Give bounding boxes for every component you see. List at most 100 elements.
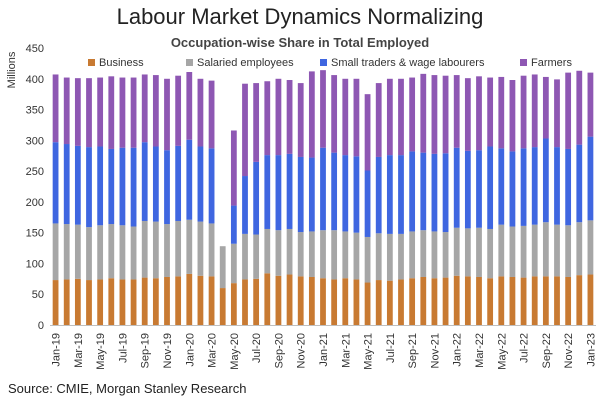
bar-traders [264,155,271,229]
bar-salaried [141,220,148,278]
bar-traders [353,156,360,233]
bar-business [108,278,115,325]
x-tick-label: Jan-21 [318,333,330,367]
bar-traders [464,150,471,229]
bar-salaried [175,220,182,277]
bar-business [208,276,215,325]
bar-farmers [197,78,204,147]
bar-traders [197,146,204,222]
bar-business [453,275,460,325]
x-tick-label: Jan-19 [51,333,63,367]
x-tick-label: Jan-23 [585,333,597,367]
bar-traders [375,156,382,234]
bar-salaried [108,224,115,279]
bar-traders [420,152,427,231]
bar-farmers [286,80,293,154]
bar-traders [409,151,416,232]
bar-salaried [487,228,494,279]
bar-farmers [63,77,70,145]
bar-farmers [320,70,326,148]
bar-farmers [420,73,427,153]
bar-farmers [487,77,494,147]
bar-traders [509,151,516,227]
bar-farmers [108,76,115,149]
bar-salaried [431,231,438,279]
x-tick-label: Jan-22 [452,333,464,367]
bar-salaried [119,225,126,280]
bar-salaried [498,224,505,277]
bar-business [331,279,338,325]
bar-farmers [164,78,170,151]
bar-business [431,278,438,325]
x-tick-label: May-21 [363,333,375,370]
x-tick-label: Mar-19 [73,333,85,368]
bar-business [364,282,371,325]
bar-business [375,280,382,325]
bar-farmers [520,75,527,149]
bar-salaried [253,234,260,279]
x-tick-label: Jul-22 [519,333,531,363]
bar-traders [175,145,182,221]
x-tick-label: Jan-20 [184,333,196,367]
y-tick-label: 0 [38,320,44,332]
bar-traders [476,150,482,228]
bar-traders [286,153,293,229]
bar-business [464,276,471,325]
x-tick-label: Sep-19 [140,333,152,368]
bar-salaried [453,227,460,276]
legend-label-traders: Small traders & wage labourers [331,57,485,69]
bar-business [498,276,505,325]
bar-traders [498,148,505,225]
bar-business [386,280,393,325]
y-tick-label: 300 [26,135,44,147]
x-tick-label: Sep-20 [273,333,285,368]
legend-swatch-farmers [520,59,527,66]
bar-business [442,277,449,325]
bar-salaried [186,219,193,274]
bar-salaried [152,221,159,279]
y-tick-label: 350 [26,105,44,117]
bar-traders [554,147,560,225]
x-tick-label: Nov-20 [296,333,308,368]
bar-business [308,276,315,325]
legend-swatch-traders [320,59,327,66]
bar-salaried [331,230,338,280]
bar-salaried [297,232,304,277]
bar-salaried [275,230,282,276]
bar-farmers [531,74,538,148]
bar-salaried [554,224,560,277]
bar-business [74,278,81,325]
bar-farmers [130,77,137,148]
bar-salaried [264,228,271,274]
bar-traders [297,156,304,233]
bar-traders [542,138,549,223]
bar-traders [141,142,148,221]
y-axis: 0 50 100 150 200 250 300 350 400 450 Millions [6,43,44,332]
bar-business [520,277,527,325]
bar-business [286,274,293,325]
bar-farmers [86,78,92,148]
bar-business [297,276,304,325]
bar-traders [242,176,248,234]
bar-farmers [230,130,237,206]
y-tick-label: 450 [26,43,44,55]
bar-farmers [375,83,382,157]
bar-salaried [63,224,70,280]
bar-salaried [219,246,226,289]
x-tick-label: Sep-22 [541,333,553,368]
bar-farmers [364,94,371,171]
y-axis-label: Millions [6,51,18,88]
legend-label-business: Business [99,57,144,69]
bar-business [186,273,193,325]
bar-traders [453,147,460,228]
bar-salaried [576,222,583,276]
bar-salaried [565,225,572,277]
bar-farmers [275,78,282,156]
bar-farmers [353,78,360,157]
bar-salaried [242,233,248,280]
bar-farmers [453,75,460,148]
bar-traders [253,161,260,235]
bar-business [63,279,70,325]
bar-business [509,276,516,325]
bar-farmers [398,78,404,156]
